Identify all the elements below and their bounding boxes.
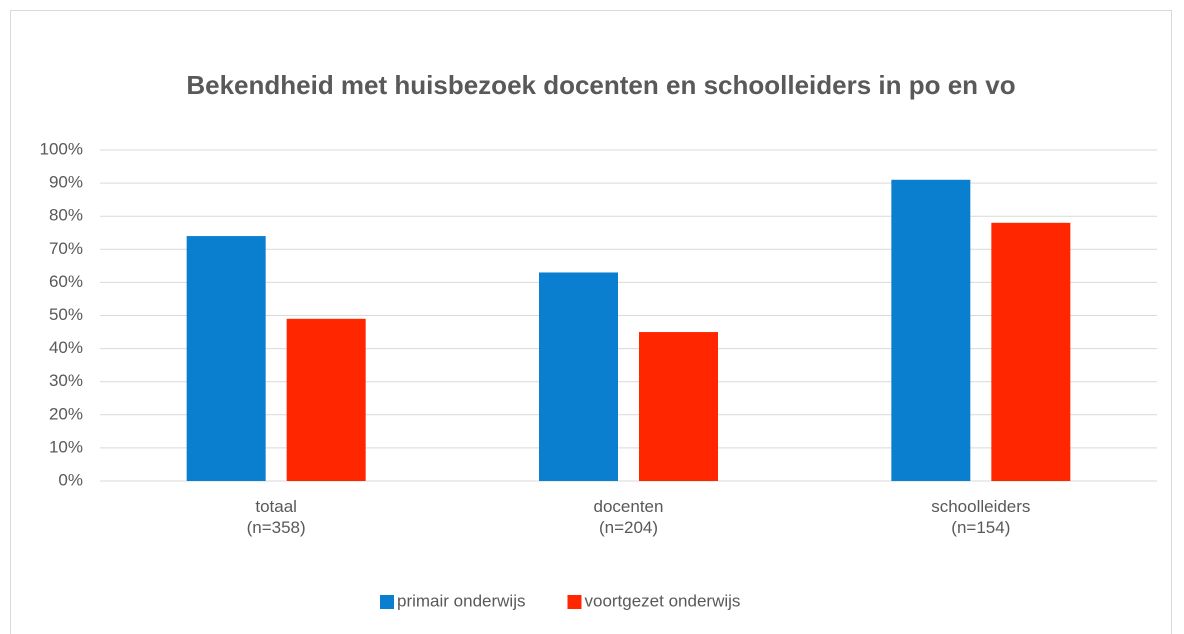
x-tick-label: totaal (n=358) — [246, 497, 306, 537]
legend-label: primair onderwijs — [397, 591, 525, 610]
y-tick-label: 80% — [49, 206, 83, 225]
y-tick-label: 40% — [49, 338, 83, 357]
y-tick-label: 90% — [49, 173, 83, 192]
chart-border — [10, 10, 1172, 634]
chart-title: Bekendheid met huisbezoek docenten en sc… — [186, 70, 1016, 100]
y-tick-label: 70% — [49, 239, 83, 258]
y-tick-label: 30% — [49, 371, 83, 390]
bar — [991, 222, 1071, 481]
bar — [639, 332, 718, 481]
y-tick-label: 0% — [58, 470, 83, 489]
y-tick-label: 60% — [49, 272, 83, 291]
y-tick-label: 100% — [40, 139, 83, 158]
bar — [539, 272, 618, 481]
bar — [186, 236, 266, 481]
legend-label: voortgezet onderwijs — [584, 591, 740, 610]
legend-swatch — [380, 595, 394, 609]
bar — [286, 318, 366, 481]
y-tick-label: 10% — [49, 437, 83, 456]
x-tick-label: docenten (n=204) — [593, 497, 664, 537]
y-tick-label: 20% — [49, 404, 83, 423]
x-tick-label: schoolleiders (n=154) — [931, 497, 1031, 537]
legend-swatch — [567, 595, 582, 609]
bar — [891, 179, 971, 482]
y-tick-label: 50% — [49, 305, 83, 324]
